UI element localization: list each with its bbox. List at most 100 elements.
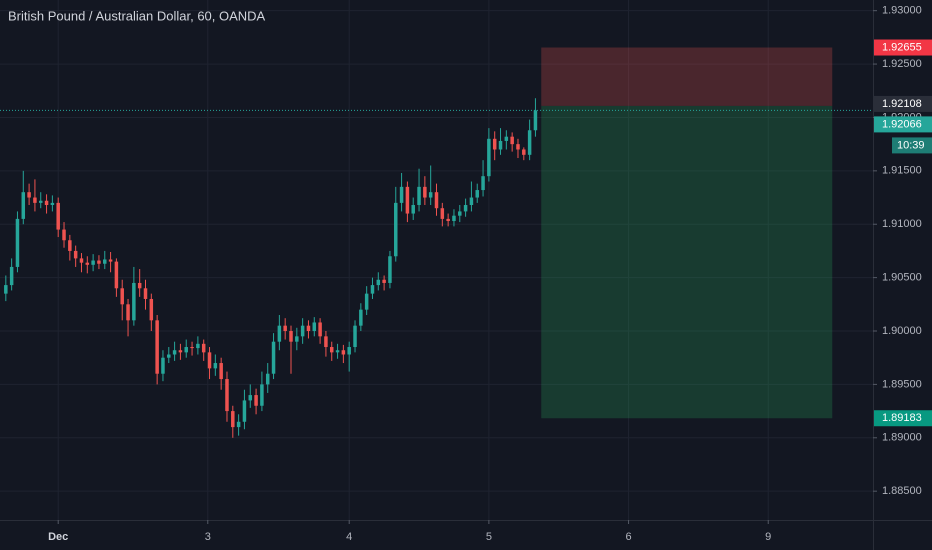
candle-body [510, 136, 514, 145]
candle-body [196, 343, 200, 349]
candle-body [318, 322, 322, 337]
candle-body [271, 341, 276, 374]
x-tick-label: Dec [48, 531, 68, 543]
target-zone [541, 105, 833, 419]
candle-body [132, 282, 136, 321]
candle-body [172, 350, 177, 355]
candle-body [143, 288, 148, 299]
candle-body [341, 350, 346, 355]
candle-body [85, 262, 90, 265]
target-label-bg [874, 410, 932, 427]
candle-body [137, 282, 142, 289]
last-price-label: 1.92066 [882, 118, 922, 130]
candle-body [213, 363, 218, 369]
y-tick-label: 1.90500 [882, 272, 922, 284]
candle-body [62, 229, 66, 241]
candle-body [50, 202, 55, 206]
candle-body [184, 347, 188, 353]
stop-label: 1.92655 [882, 41, 922, 53]
candle-body [475, 190, 479, 198]
candle-body [463, 205, 468, 212]
candle-body [498, 140, 503, 150]
candle-body [492, 138, 497, 150]
candle-body [33, 197, 37, 203]
candle-body [434, 192, 439, 209]
candle-body [388, 256, 392, 283]
candle-body [277, 325, 282, 342]
x-tick-label: 6 [625, 531, 631, 543]
candle-body [399, 186, 404, 203]
candle-body [359, 309, 363, 326]
candle-body [469, 197, 474, 206]
x-tick-label: 3 [205, 531, 211, 543]
y-tick-label: 1.93000 [882, 5, 922, 17]
stop-label-bg [874, 39, 932, 56]
y-tick-label: 1.92500 [882, 58, 922, 70]
candle-body [411, 205, 415, 214]
chart-title: British Pound / Australian Dollar, 60, O… [8, 8, 266, 23]
candle-body [423, 186, 427, 198]
candle-body [9, 266, 14, 286]
candle-body [38, 200, 43, 203]
grid [0, 0, 873, 520]
position-tool[interactable] [541, 47, 833, 419]
candle-body [167, 354, 171, 358]
y-tick-label: 1.89000 [882, 432, 922, 444]
candle-body [155, 320, 159, 374]
candle-body [126, 304, 130, 321]
candle-body [295, 336, 299, 342]
candle-body [231, 411, 235, 428]
candle-body [382, 279, 386, 283]
candle-body [300, 325, 305, 337]
candle-body [527, 130, 532, 155]
candle-body [329, 347, 334, 353]
candle-body [91, 260, 95, 265]
candle-body [353, 325, 357, 348]
candles [0, 98, 873, 438]
candle-body [376, 279, 381, 286]
candle-body [347, 347, 351, 355]
candle-body [522, 149, 526, 155]
candle-body [56, 202, 60, 230]
candle-body [68, 240, 72, 251]
candle-body [335, 350, 340, 353]
candle-body [370, 285, 375, 294]
candle-body [428, 192, 433, 198]
candle-body [516, 144, 520, 150]
axis-labels: 1.930001.925001.920001.915001.910001.905… [48, 5, 932, 543]
candle-body [190, 347, 194, 349]
candle-body [225, 379, 229, 412]
candle-body [324, 336, 328, 348]
candle-body [487, 138, 491, 177]
candle-body [481, 176, 485, 191]
y-tick-label: 1.90000 [882, 325, 922, 337]
y-tick-label: 1.88500 [882, 485, 922, 497]
candle-body [219, 363, 223, 380]
candle-body [15, 218, 20, 267]
candle-body [504, 136, 509, 141]
x-tick-label: 5 [486, 531, 492, 543]
candle-body [103, 259, 107, 264]
candle-body [120, 288, 124, 305]
candle-body [242, 400, 247, 422]
candle-body [364, 293, 369, 310]
candle-body [394, 202, 398, 257]
candle-body [27, 192, 31, 198]
x-tick-label: 9 [765, 531, 771, 543]
candle-body [452, 215, 456, 222]
candle-body [236, 421, 241, 428]
candle-body [458, 211, 462, 216]
candle-body [533, 110, 538, 131]
candle-body [79, 258, 84, 263]
candle-body [4, 285, 8, 294]
candle-body [265, 373, 270, 385]
candle-body [312, 322, 317, 332]
candle-body [289, 331, 293, 342]
y-tick-label: 1.91500 [882, 165, 922, 177]
countdown-bg [892, 137, 932, 154]
candle-body [248, 395, 253, 401]
candle-body [108, 259, 113, 262]
